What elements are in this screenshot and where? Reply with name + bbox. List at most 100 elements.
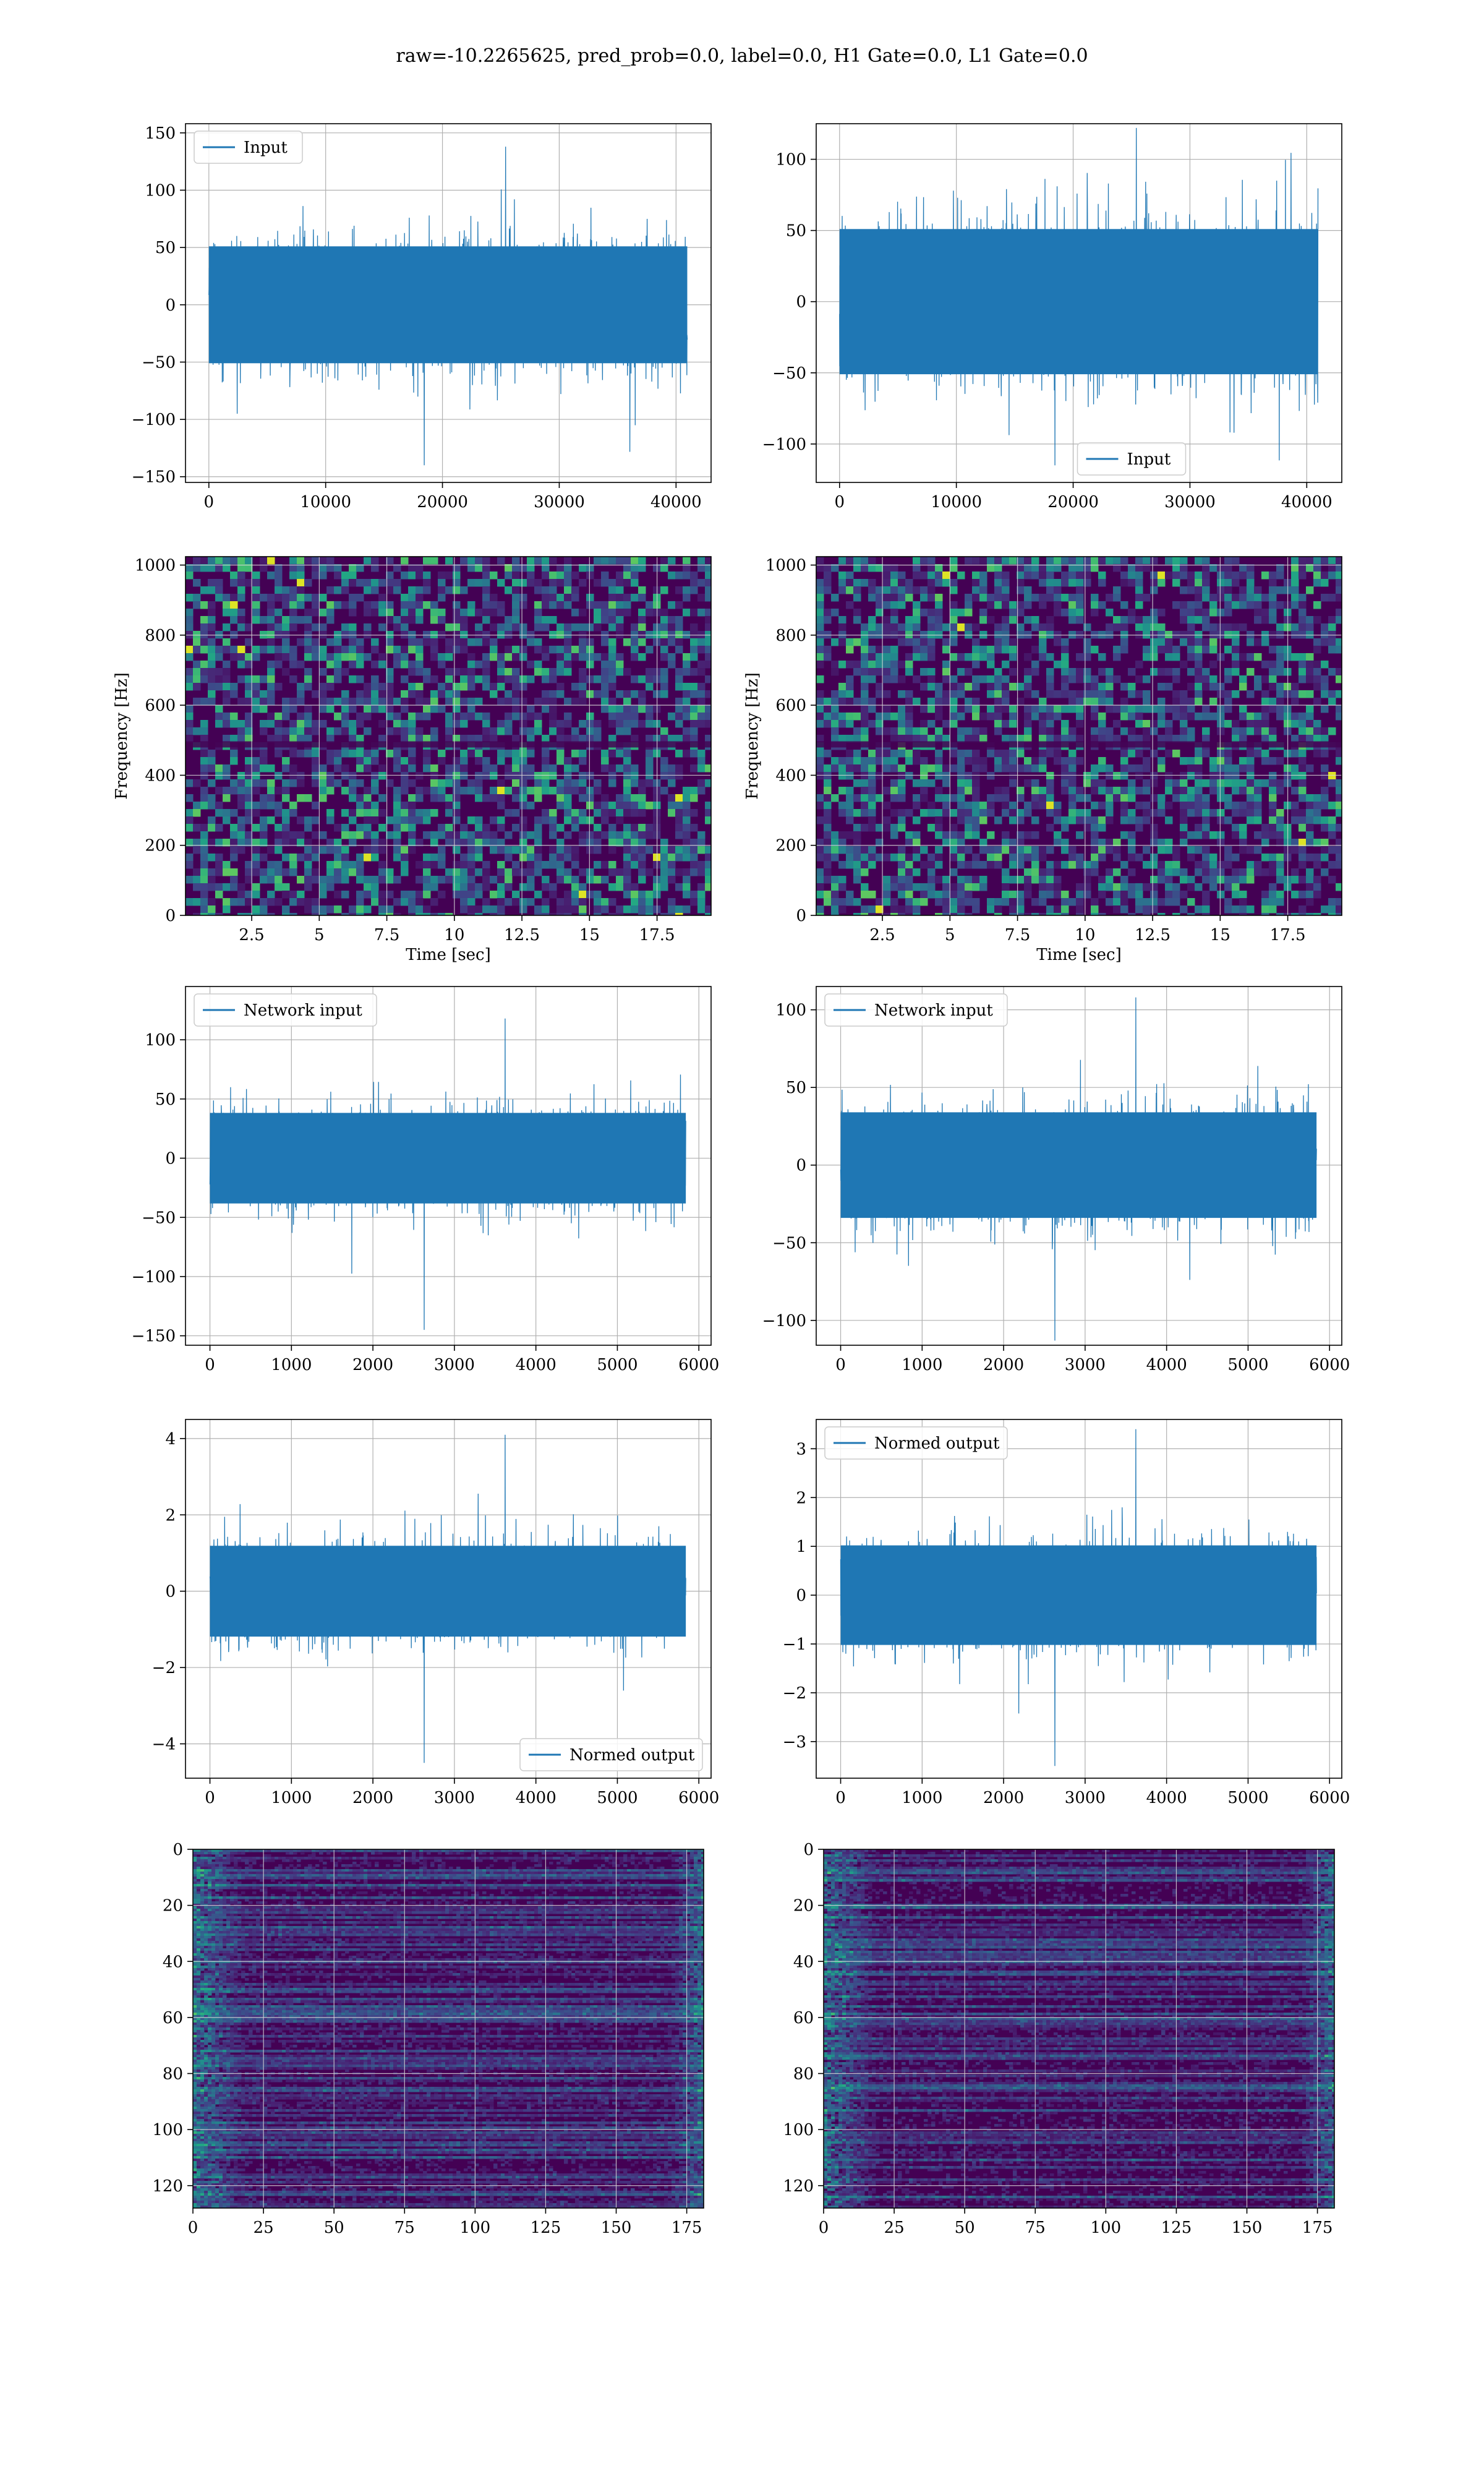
heatmap-cell: [460, 638, 468, 646]
heatmap-cell: [1195, 764, 1203, 773]
heatmap-cell: [186, 683, 194, 691]
heatmap-cell: [549, 705, 557, 713]
heatmap-cell: [1217, 757, 1225, 765]
heatmap-cell: [275, 876, 283, 884]
heatmap-cell: [1046, 631, 1054, 639]
heatmap-cell: [668, 846, 676, 854]
heatmap-cell: [1046, 571, 1054, 580]
heatmap-cell: [913, 609, 921, 617]
heatmap-cell: [371, 564, 379, 572]
heatmap-cell: [304, 579, 312, 587]
y-tick-label: −100: [132, 1268, 176, 1286]
heatmap-cell: [1209, 809, 1217, 817]
heatmap-cell: [505, 1849, 509, 1852]
heatmap-cell: [371, 854, 379, 862]
heatmap-cell: [549, 913, 557, 915]
heatmap-cell: [1209, 787, 1217, 795]
heatmap-cell: [464, 1849, 468, 1852]
heatmap-cell: [1187, 831, 1195, 839]
legend-box: [1077, 442, 1187, 476]
heatmap-cell: [371, 787, 379, 795]
heatmap-cell: [675, 675, 683, 683]
heatmap-cell: [1054, 757, 1062, 765]
heatmap-cell: [542, 876, 550, 884]
heatmap-cell: [364, 905, 372, 914]
heatmap-cell: [1076, 757, 1084, 765]
heatmap-cell: [467, 601, 475, 609]
heatmap-cell: [1039, 653, 1047, 661]
heatmap-cell: [512, 675, 520, 683]
heatmap-cell: [1232, 868, 1240, 876]
heatmap-cell: [890, 883, 898, 891]
x-tick-label: 15: [579, 926, 600, 944]
heatmap-cell: [690, 668, 698, 676]
heatmap-cell: [341, 846, 349, 854]
heatmap-cell: [508, 1849, 513, 1852]
heatmap-cell: [601, 690, 609, 698]
heatmap-cell: [660, 772, 668, 780]
heatmap-cell: [668, 623, 676, 631]
heatmap-cell: [467, 698, 475, 706]
heatmap-cell: [1165, 653, 1173, 661]
heatmap-cell: [838, 698, 846, 706]
heatmap-cell: [1224, 601, 1232, 609]
heatmap-cell: [527, 764, 535, 773]
heatmap-cell: [861, 698, 869, 706]
heatmap-cell: [1209, 876, 1217, 884]
heatmap-cell: [638, 698, 646, 706]
heatmap-cell: [1128, 891, 1136, 899]
heatmap-cell: [341, 831, 349, 839]
heatmap-cell: [972, 586, 980, 594]
heatmap-cell: [364, 1854, 368, 1857]
heatmap-cell: [1061, 609, 1069, 617]
heatmap-cell: [1276, 586, 1284, 594]
heatmap-cell: [1239, 846, 1247, 854]
heatmap-cell: [267, 846, 275, 854]
heatmap-cell: [950, 601, 958, 609]
heatmap-cell: [1113, 794, 1121, 802]
heatmap-cell: [623, 601, 631, 609]
heatmap-cell: [1195, 653, 1203, 661]
heatmap-cell: [1247, 757, 1255, 765]
heatmap-cell: [950, 839, 958, 847]
heatmap-cell: [1120, 631, 1128, 639]
heatmap-cell: [208, 883, 216, 891]
heatmap-cell: [186, 646, 194, 654]
heatmap-cell: [987, 750, 995, 758]
heatmap-cell: [638, 594, 646, 602]
heatmap-cell: [994, 698, 1002, 706]
heatmap-cell: [831, 846, 839, 854]
heatmap-cell: [319, 787, 327, 795]
heatmap-cell: [200, 638, 208, 646]
heatmap-cell: [838, 713, 846, 721]
heatmap-cell: [267, 1854, 271, 1857]
heatmap-cell: [1247, 594, 1255, 602]
heatmap-cell: [1298, 891, 1307, 899]
heatmap-cell: [297, 735, 305, 743]
heatmap-cell: [957, 802, 965, 810]
heatmap-cell: [1291, 816, 1299, 824]
heatmap-cell: [1224, 750, 1232, 758]
heatmap-cell: [816, 735, 824, 743]
x-tick-label: 2000: [983, 1789, 1024, 1807]
heatmap-cell: [890, 854, 898, 862]
heatmap-cell: [824, 713, 832, 721]
heatmap-cell: [275, 824, 283, 832]
heatmap-cell: [1017, 905, 1025, 914]
heatmap-cell: [445, 876, 453, 884]
heatmap-cell: [208, 898, 216, 906]
heatmap-cell: [690, 609, 698, 617]
heatmap-cell: [430, 787, 438, 795]
heatmap-cell: [208, 757, 216, 765]
heatmap-cell: [1076, 579, 1084, 587]
heatmap-cell: [371, 772, 379, 780]
heatmap-cell: [1128, 609, 1136, 617]
heatmap-cell: [987, 557, 995, 565]
heatmap-cell: [326, 616, 335, 624]
heatmap-cell: [594, 779, 602, 787]
heatmap-cell: [1306, 891, 1314, 899]
heatmap-cell: [208, 631, 216, 639]
heatmap-cell: [423, 891, 431, 899]
heatmap-cell: [282, 868, 290, 876]
heatmap-cell: [950, 653, 958, 661]
